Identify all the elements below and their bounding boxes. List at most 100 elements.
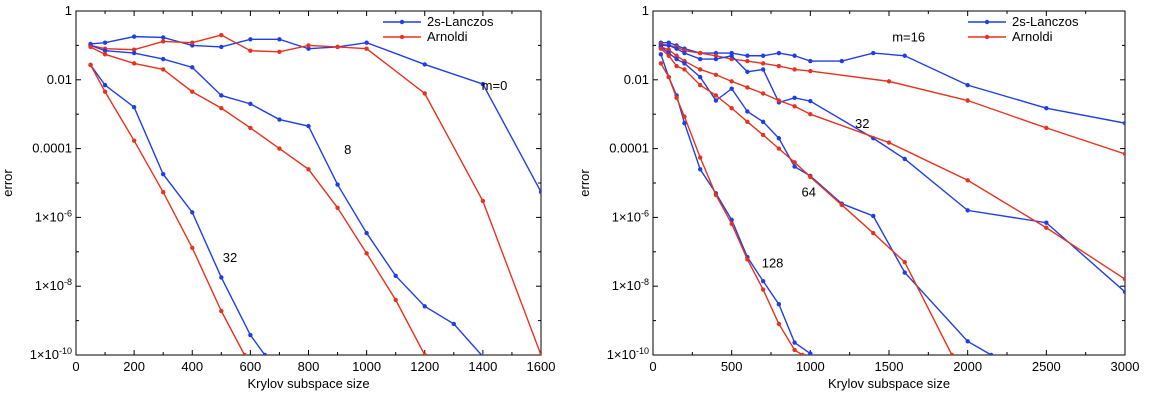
- y-tick-label: 1×10-6: [612, 208, 649, 224]
- series-line-arnoldi-128: [660, 63, 803, 355]
- y-tick-label: 0.01: [47, 72, 72, 87]
- data-point: [698, 167, 703, 172]
- data-point: [480, 198, 486, 204]
- data-point: [131, 47, 137, 52]
- data-point: [760, 132, 766, 138]
- data-point: [242, 352, 247, 355]
- data-point: [808, 174, 813, 180]
- data-point: [760, 287, 766, 292]
- data-point: [131, 34, 137, 39]
- data-point: [190, 245, 195, 251]
- data-point: [965, 178, 970, 183]
- data-point: [1122, 276, 1125, 282]
- plot-frame: [652, 10, 1126, 356]
- data-point: [190, 210, 195, 215]
- data-point: [965, 98, 970, 103]
- data-point: [102, 82, 108, 88]
- data-point: [713, 98, 719, 103]
- data-point: [745, 53, 750, 58]
- data-point: [393, 297, 398, 303]
- data-point: [698, 155, 703, 160]
- legend-marker: [399, 19, 405, 25]
- data-point: [674, 95, 679, 100]
- data-point: [538, 352, 541, 355]
- legend-label: 2s-Lanczos: [427, 14, 494, 29]
- data-point: [949, 352, 955, 355]
- data-point: [219, 32, 224, 38]
- data-point: [745, 257, 750, 262]
- data-point: [800, 352, 805, 355]
- data-point: [713, 192, 719, 198]
- curve-annotation: m=0: [482, 78, 508, 93]
- data-point: [160, 35, 166, 40]
- x-tick-label: 1000: [796, 359, 825, 374]
- data-point: [698, 74, 703, 80]
- data-point: [364, 251, 369, 256]
- data-point: [364, 40, 369, 45]
- data-point: [364, 230, 369, 236]
- data-point: [682, 61, 687, 66]
- data-point: [745, 85, 750, 90]
- data-point: [989, 352, 994, 355]
- y-tick-label: 0.0001: [32, 141, 72, 156]
- data-point: [1044, 105, 1049, 111]
- x-tick-label: 400: [181, 359, 203, 374]
- y-tick-label: 1: [65, 3, 72, 18]
- data-point: [745, 58, 750, 64]
- y-tick-label: 0.0001: [609, 141, 649, 156]
- legend-marker: [984, 19, 990, 25]
- data-point: [776, 146, 782, 151]
- data-point: [729, 86, 734, 91]
- data-point: [480, 81, 486, 87]
- data-point: [277, 117, 282, 122]
- data-point: [729, 53, 734, 58]
- data-point: [682, 120, 687, 126]
- data-point: [160, 190, 166, 195]
- curve-annotation: 32: [855, 116, 869, 131]
- plot-area: [88, 32, 541, 355]
- data-point: [698, 50, 703, 56]
- data-point: [792, 160, 797, 165]
- data-point: [219, 44, 224, 50]
- data-point: [839, 202, 844, 208]
- data-point: [102, 52, 108, 57]
- left-chart: 0 200 400 600 800 1000 1200 1400 1600 1×10-10 1×10…: [0, 3, 555, 391]
- data-point: [658, 61, 664, 66]
- data-point: [451, 321, 457, 327]
- data-point: [729, 56, 734, 62]
- data-point: [745, 119, 750, 125]
- data-point: [248, 37, 253, 42]
- data-point: [1044, 125, 1049, 131]
- data-point: [965, 339, 970, 344]
- series-line-2s-lanczos-32: [89, 64, 266, 355]
- x-tick-label: 500: [721, 359, 743, 374]
- data-point: [131, 61, 137, 66]
- data-point: [674, 46, 679, 51]
- plot-area: [658, 40, 1125, 355]
- x-tick-label: 2500: [1032, 359, 1061, 374]
- data-point: [131, 138, 137, 143]
- data-point: [808, 68, 813, 74]
- data-point: [190, 89, 195, 94]
- data-point: [1122, 151, 1125, 157]
- x-tick-label: 200: [123, 359, 145, 374]
- data-point: [219, 105, 224, 111]
- right-chart: 0 500 1000 1500 2000 2500 3000 1×10-10 1×10-8 1×1…: [577, 3, 1139, 391]
- y-axis-label: error: [0, 169, 15, 197]
- data-point: [422, 304, 427, 309]
- data-point: [698, 82, 703, 88]
- data-point: [674, 63, 679, 69]
- y-tick-label: 1×10-6: [35, 208, 72, 224]
- data-point: [1122, 120, 1125, 126]
- series-line-arnoldi-m16: [660, 43, 1125, 155]
- data-point: [335, 44, 340, 50]
- data-point: [335, 182, 340, 187]
- data-point: [277, 49, 282, 55]
- data-point: [306, 43, 311, 48]
- data-point: [682, 50, 687, 56]
- data-point: [88, 62, 93, 68]
- data-point: [277, 146, 282, 151]
- x-tick-label: 0: [649, 359, 656, 374]
